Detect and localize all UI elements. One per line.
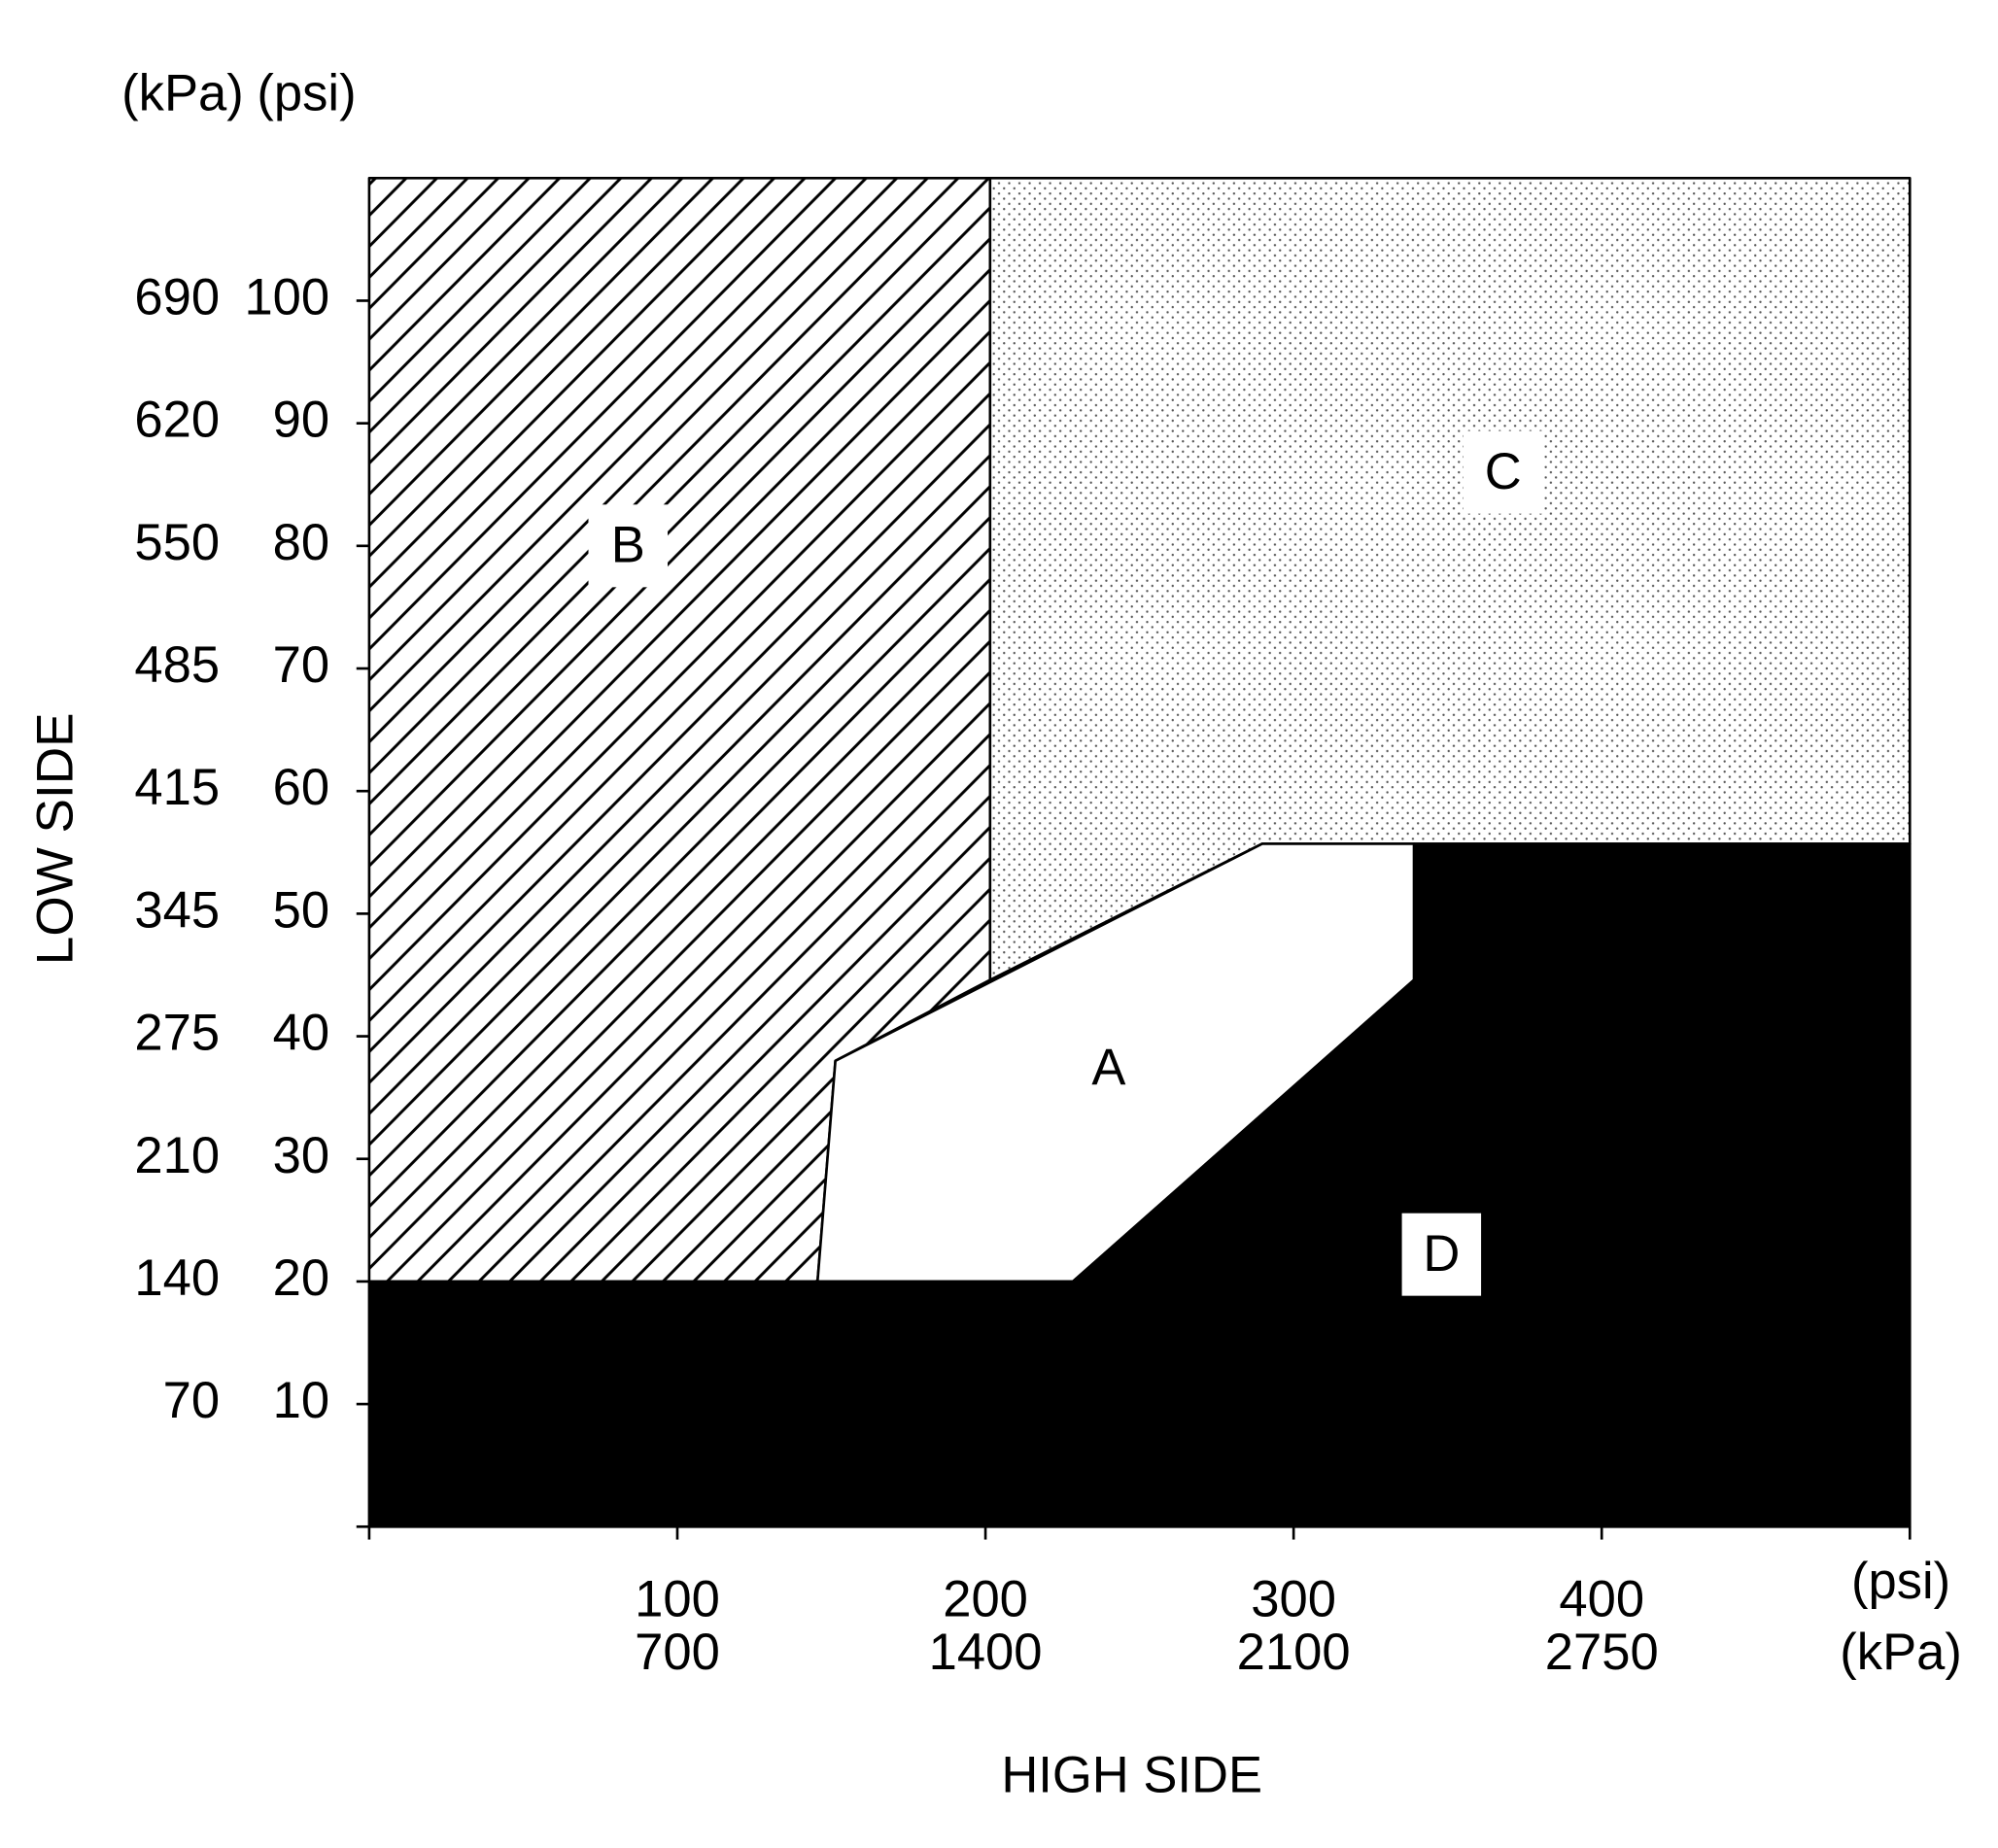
y-tick-label: 100 <box>244 268 329 325</box>
unit-label: (kPa) <box>1840 1624 1962 1681</box>
y-axis-label: LOW SIDE <box>27 712 85 965</box>
unit-label: (psi) <box>257 64 356 121</box>
y2-tick-label: 690 <box>134 268 220 325</box>
y-tick-label: 60 <box>273 759 329 816</box>
y-tick-label: 10 <box>273 1372 329 1429</box>
x-tick-label: 300 <box>1251 1570 1336 1627</box>
y-tick-label: 90 <box>273 391 329 448</box>
region-label: D <box>1423 1225 1460 1283</box>
y2-tick-label: 620 <box>134 391 220 448</box>
y-tick-label: 30 <box>273 1127 329 1184</box>
x2-tick-label: 2100 <box>1237 1624 1351 1681</box>
y2-tick-label: 550 <box>134 514 220 571</box>
y2-tick-label: 345 <box>134 881 220 939</box>
region-label: C <box>1485 443 1522 500</box>
x-tick-label: 400 <box>1559 1570 1644 1627</box>
y-tick-label: 70 <box>273 636 329 694</box>
y-tick-label: 20 <box>273 1249 329 1307</box>
region-label: B <box>611 516 645 573</box>
x2-tick-label: 1400 <box>929 1624 1043 1681</box>
y2-tick-label: 415 <box>134 759 220 816</box>
region-label: A <box>1091 1039 1126 1096</box>
x-tick-label: 200 <box>943 1570 1028 1627</box>
y-tick-label: 50 <box>273 881 329 939</box>
x2-tick-label: 2750 <box>1545 1624 1659 1681</box>
unit-label: (psi) <box>1851 1553 1950 1610</box>
label-box <box>1069 1026 1149 1110</box>
unit-label: (kPa) <box>121 64 244 121</box>
y-tick-label: 80 <box>273 514 329 571</box>
x-tick-label: 100 <box>635 1570 720 1627</box>
x-axis-label: HIGH SIDE <box>1001 1746 1262 1803</box>
label-box <box>1401 1213 1482 1296</box>
y2-tick-label: 275 <box>134 1004 220 1061</box>
region <box>367 842 1912 1528</box>
x2-tick-label: 700 <box>635 1624 720 1681</box>
y-tick-label: 40 <box>273 1004 329 1061</box>
y2-tick-label: 210 <box>134 1127 220 1184</box>
y2-tick-label: 70 <box>163 1372 220 1429</box>
label-box <box>1464 430 1543 514</box>
y2-tick-label: 140 <box>134 1249 220 1307</box>
y2-tick-label: 485 <box>134 636 220 694</box>
label-box <box>588 504 669 588</box>
